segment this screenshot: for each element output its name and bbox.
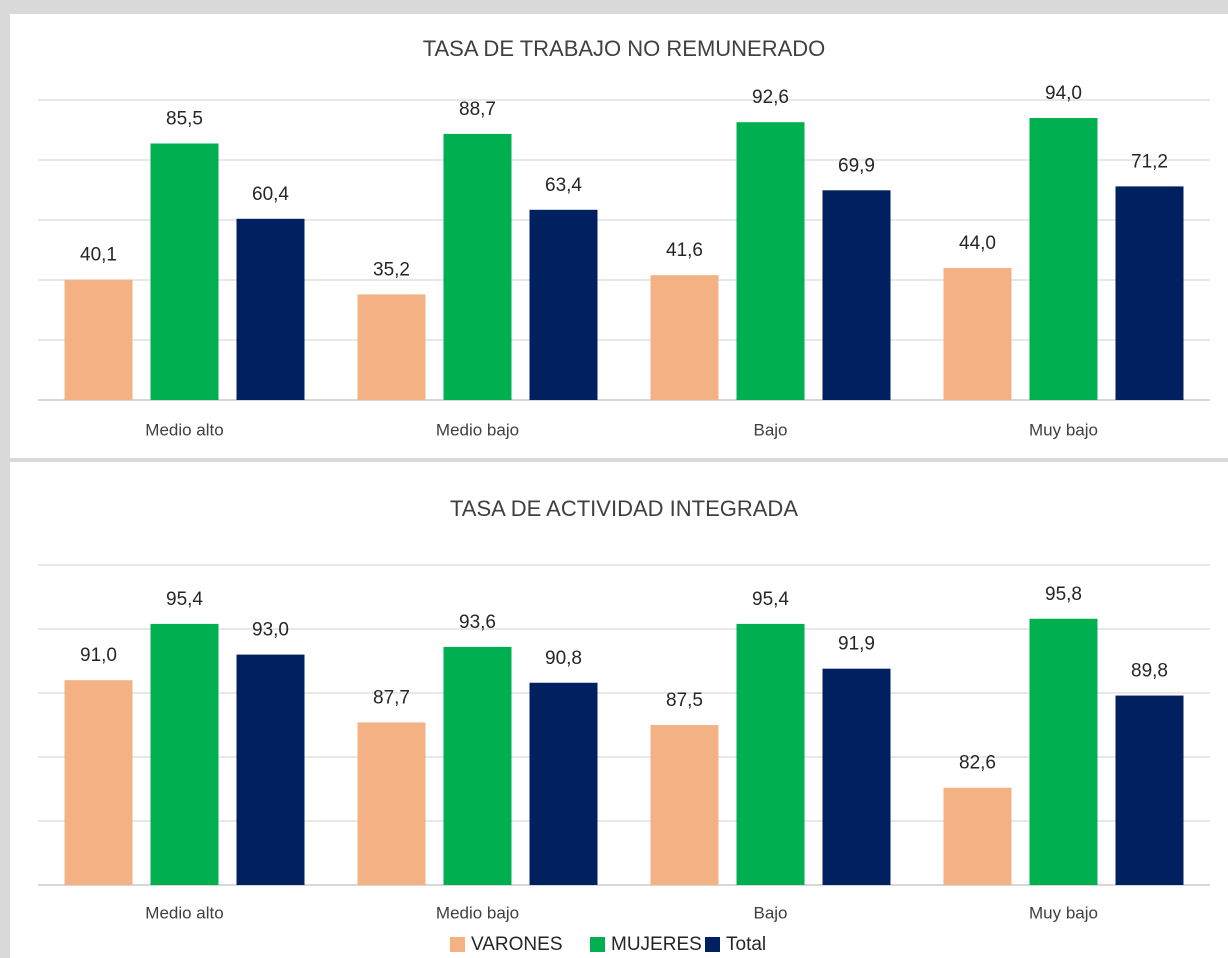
x-tick-label: Muy bajo	[1029, 903, 1098, 922]
data-label: 91,9	[838, 634, 875, 655]
data-label: 60,4	[252, 184, 289, 205]
bar	[943, 787, 1012, 885]
x-tick-label: Medio bajo	[436, 903, 519, 922]
legend-swatch	[590, 937, 605, 952]
bar	[822, 668, 891, 885]
data-label: 93,0	[252, 620, 289, 641]
bar	[150, 623, 219, 885]
legend-swatch	[705, 937, 720, 952]
bar	[1029, 118, 1098, 400]
legend-label: VARONES	[471, 934, 563, 955]
data-label: 91,0	[80, 645, 117, 666]
data-label: 95,4	[166, 589, 203, 610]
data-label: 35,2	[373, 259, 410, 280]
data-label: 71,2	[1131, 151, 1168, 172]
bar	[64, 680, 133, 885]
data-label: 94,0	[1045, 83, 1082, 104]
bar	[1115, 186, 1184, 400]
data-label: 85,5	[166, 109, 203, 130]
data-label: 93,6	[459, 612, 496, 633]
legend-label: MUJERES	[611, 934, 702, 955]
data-label: 63,4	[545, 175, 582, 196]
chart-title: TASA DE ACTIVIDAD INTEGRADA	[450, 496, 798, 521]
data-label: 44,0	[959, 233, 996, 254]
bar	[236, 218, 305, 400]
bar	[1115, 695, 1184, 885]
data-label: 69,9	[838, 155, 875, 176]
x-tick-label: Muy bajo	[1029, 420, 1098, 439]
x-tick-label: Bajo	[753, 903, 787, 922]
bar	[529, 209, 598, 400]
bar	[943, 268, 1012, 400]
x-tick-label: Medio alto	[145, 420, 223, 439]
data-label: 92,6	[752, 87, 789, 108]
legend-swatch	[450, 937, 465, 952]
x-tick-label: Medio bajo	[436, 420, 519, 439]
bar	[236, 654, 305, 885]
data-label: 40,1	[80, 245, 117, 266]
bar	[650, 275, 719, 400]
data-label: 90,8	[545, 648, 582, 669]
data-label: 41,6	[666, 240, 703, 261]
bar	[822, 190, 891, 400]
bar	[736, 623, 805, 885]
bar	[529, 682, 598, 885]
chart-title: TASA DE TRABAJO NO REMUNERADO	[423, 36, 826, 61]
bar	[1029, 618, 1098, 885]
bar	[650, 725, 719, 885]
bar	[443, 646, 512, 885]
data-label: 88,7	[459, 99, 496, 120]
x-tick-label: Medio alto	[145, 903, 223, 922]
bar	[64, 279, 133, 400]
bar	[736, 122, 805, 400]
data-label: 87,7	[373, 687, 410, 708]
bar	[150, 143, 219, 400]
data-label: 82,6	[959, 753, 996, 774]
data-label: 95,4	[752, 589, 789, 610]
data-label: 89,8	[1131, 661, 1168, 682]
x-tick-label: Bajo	[753, 420, 787, 439]
data-label: 87,5	[666, 690, 703, 711]
legend-label: Total	[726, 934, 766, 955]
bar	[357, 294, 426, 400]
data-label: 95,8	[1045, 584, 1082, 605]
bar	[357, 722, 426, 885]
bar	[443, 133, 512, 400]
